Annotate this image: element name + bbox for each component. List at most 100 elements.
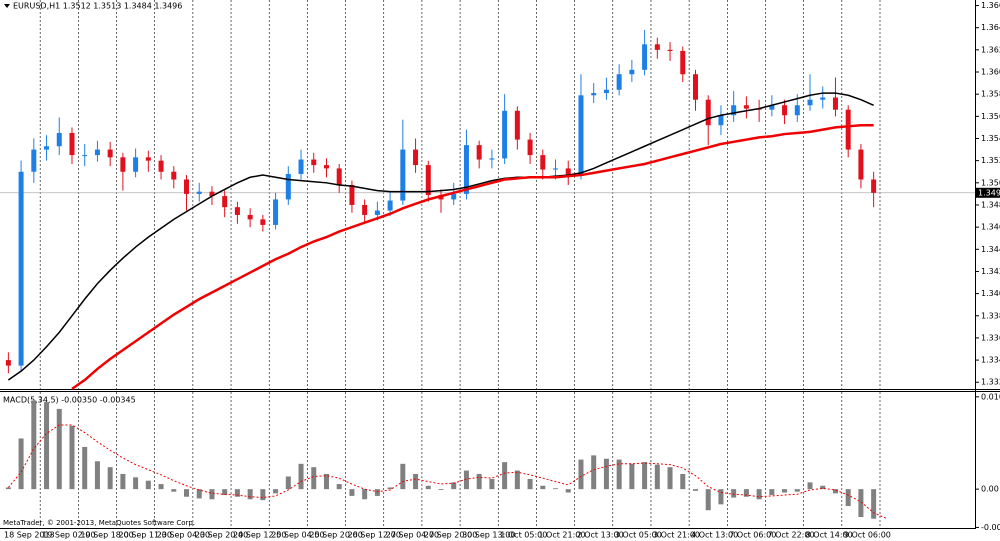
- candle-body: [222, 196, 228, 208]
- candle-body: [260, 219, 266, 225]
- indicator-title: MACD(5,34,5) -0.00350 -0.00345: [3, 396, 136, 405]
- menu-icon[interactable]: [4, 4, 10, 8]
- x-tick-label: 3 Oct 05:00: [615, 531, 662, 540]
- macd-bar: [413, 473, 419, 490]
- macd-bar: [247, 489, 253, 500]
- candle-body: [18, 171, 24, 366]
- candle-body: [336, 168, 342, 186]
- macd-bar: [273, 489, 279, 494]
- price-tag: [976, 187, 1000, 198]
- macd-bar: [832, 489, 838, 494]
- candle-body: [158, 160, 164, 172]
- y-tick-label: 0.01093: [981, 392, 1000, 401]
- candle-body: [107, 149, 113, 158]
- macd-bar: [451, 482, 457, 490]
- candle-body: [603, 89, 609, 94]
- macd-bar: [565, 489, 571, 493]
- macd-bar: [794, 489, 800, 492]
- candle-body: [718, 115, 724, 126]
- candle-body: [374, 210, 380, 215]
- y-tick-label: 1.3325: [981, 378, 1000, 387]
- macd-bar: [133, 477, 139, 490]
- candle-body: [31, 149, 37, 172]
- candle-body: [705, 99, 711, 126]
- macd-bar: [654, 464, 660, 490]
- macd-bar: [5, 487, 11, 490]
- candle-body: [82, 155, 88, 157]
- candle-body: [502, 110, 508, 159]
- price-tag-label: 1.3496: [978, 188, 1000, 197]
- candle-body: [820, 97, 826, 100]
- candle-body: [5, 360, 11, 366]
- macd-bar: [871, 489, 877, 519]
- macd-bar: [311, 467, 317, 490]
- macd-bar: [540, 485, 546, 490]
- x-tick-label: 23 Sep 04:00: [157, 531, 210, 540]
- y-tick-label: 1.3645: [981, 23, 1000, 32]
- moving-average: [7, 92, 874, 381]
- candle-body: [387, 200, 393, 211]
- macd-bar: [285, 476, 291, 490]
- candle-body: [845, 109, 851, 150]
- y-tick-label: 1.3625: [981, 45, 1000, 54]
- candle-body: [782, 105, 788, 116]
- candle-body: [629, 69, 635, 75]
- candle-body: [667, 49, 673, 51]
- moving-average: [71, 123, 874, 390]
- macd-bar: [438, 489, 444, 490]
- macd-bar: [629, 463, 635, 490]
- y-tick-label: 1.3365: [981, 333, 1000, 342]
- x-tick-label: 4 Oct 13:00: [691, 531, 738, 540]
- x-tick-label: 27 Sep 20:00: [424, 531, 477, 540]
- macd-bar: [120, 473, 126, 490]
- macd-bar: [349, 489, 355, 496]
- candle-body: [527, 139, 533, 156]
- macd-bar: [323, 473, 329, 490]
- candle-body: [311, 159, 317, 166]
- macd-bar: [374, 489, 380, 496]
- macd-bar: [94, 461, 100, 490]
- macd-bar: [107, 467, 113, 490]
- macd-bar: [387, 487, 393, 490]
- macd-bar: [234, 489, 240, 497]
- y-tick-label: 1.3545: [981, 134, 1000, 143]
- macd-bar: [158, 484, 164, 490]
- x-tick-label: 3 Oct 21:00: [653, 531, 700, 540]
- candle-body: [680, 50, 686, 75]
- macd-bar: [705, 489, 711, 511]
- x-tick-label: 23 Sep 20:00: [195, 531, 248, 540]
- candle-body: [489, 158, 495, 160]
- candle-body: [298, 159, 304, 174]
- macd-bar: [731, 489, 737, 498]
- candle-body: [832, 97, 838, 110]
- macd-bar: [56, 408, 62, 490]
- y-tick-label: 1.3505: [981, 178, 1000, 187]
- macd-bar: [171, 489, 177, 492]
- y-tick-label: 1.3485: [981, 200, 1000, 209]
- macd-bar: [667, 467, 673, 490]
- x-tick-label: 27 Sep 04:00: [386, 531, 439, 540]
- macd-bar: [69, 425, 75, 490]
- chart-title: EURUSD,H1 1.3512 1.3513 1.3484 1.3496: [13, 2, 182, 11]
- candle-body: [616, 74, 622, 90]
- macd-bar: [718, 489, 724, 505]
- macd-bar: [31, 400, 37, 490]
- y-tick-label: 1.3585: [981, 90, 1000, 99]
- candle-body: [273, 199, 279, 225]
- macd-bar: [514, 470, 520, 490]
- candle-body: [642, 44, 648, 70]
- candle-body: [145, 157, 151, 161]
- candle-body: [171, 171, 177, 180]
- macd-bar: [616, 459, 622, 490]
- candle-body: [413, 149, 419, 166]
- candle-body: [94, 149, 100, 156]
- macd-bar: [222, 489, 228, 496]
- x-tick-label: 19 Sep 18:00: [80, 531, 133, 540]
- macd-bar: [680, 473, 686, 490]
- macd-bar: [820, 485, 826, 490]
- macd-bar: [336, 484, 342, 490]
- copyright: MetaTrader, © 2001-2013, MetaQuotes Soft…: [3, 519, 195, 527]
- candle-body: [463, 145, 469, 194]
